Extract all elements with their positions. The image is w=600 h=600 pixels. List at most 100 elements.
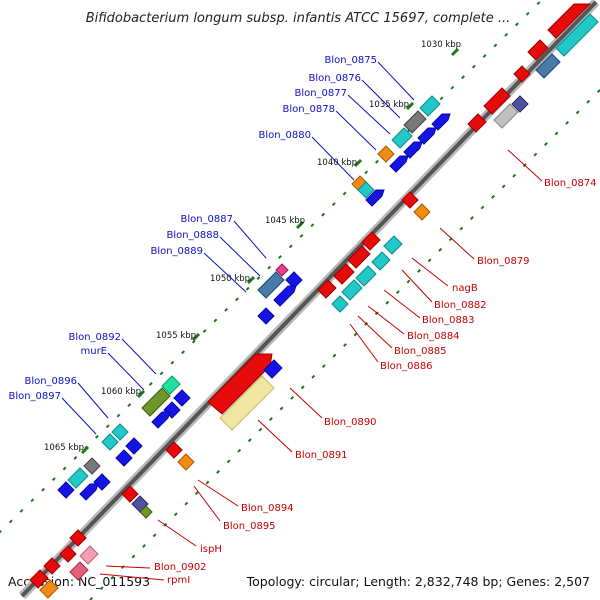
reverse-cds-arrow xyxy=(527,39,549,61)
rail-dot xyxy=(533,152,538,157)
rail-dot xyxy=(213,318,218,323)
rail-dot xyxy=(269,417,273,421)
reverse-cds-arrow xyxy=(207,353,273,415)
rail-dot xyxy=(331,202,336,207)
rail-dot xyxy=(237,448,242,453)
reverse-cds-arrow xyxy=(347,245,371,269)
gene-label-Blon_0896: Blon_0896 xyxy=(24,376,77,387)
kbp-label: 1045 kbp xyxy=(265,216,305,226)
pale-yellow-feature xyxy=(219,375,275,431)
leader-line xyxy=(105,565,151,569)
gray-feature xyxy=(493,103,519,129)
forward-cds-arrow xyxy=(389,155,409,173)
leader-line xyxy=(219,236,261,277)
kbp-label: 1065 kbp xyxy=(44,443,84,453)
rail-dot xyxy=(482,54,487,58)
rail-dot xyxy=(245,286,250,291)
gene-label-Blon_0885: Blon_0885 xyxy=(394,346,447,357)
rail-dot xyxy=(226,459,231,464)
rail-dot xyxy=(19,508,24,513)
rail-dot xyxy=(51,477,56,482)
gene-label-Blon_0879: Blon_0879 xyxy=(477,256,530,267)
reverse-cds-arrow xyxy=(467,113,487,133)
topology-text: Topology: circular; Length: 2,832,748 bp… xyxy=(246,574,590,589)
reverse-cds-arrow xyxy=(59,545,77,563)
pink-feature xyxy=(79,545,99,565)
rail-dot xyxy=(343,343,347,347)
pink-feature xyxy=(69,561,89,581)
kbp-label: 1035 kbp xyxy=(369,100,409,110)
reverse-cds-arrow xyxy=(29,569,49,589)
gene-label-Blon_0875: Blon_0875 xyxy=(324,55,377,66)
gene-label-Blon_0895: Blon_0895 xyxy=(223,521,276,532)
rail-dot xyxy=(258,427,263,432)
rail-dot xyxy=(99,586,104,591)
rail-dot xyxy=(375,159,379,164)
gene-label-Blon_0884: Blon_0884 xyxy=(407,331,460,342)
orange-feature xyxy=(377,145,395,163)
gray-feature xyxy=(403,110,427,134)
rail-dot xyxy=(95,434,99,439)
reverse-cds-arrow xyxy=(401,191,419,209)
forward-cds-arrow xyxy=(57,481,75,499)
rail-dot xyxy=(450,85,455,90)
gene-label-Blon_0877: Blon_0877 xyxy=(294,88,347,99)
rail-dot xyxy=(438,247,443,252)
rail-dot xyxy=(279,406,284,411)
cyan-feature xyxy=(371,251,391,271)
rail-dot xyxy=(224,307,229,312)
rail-dot xyxy=(395,290,400,295)
cyan-feature xyxy=(67,467,89,489)
rail-dot xyxy=(62,466,67,471)
rail-dot xyxy=(504,32,509,37)
rail-dot xyxy=(332,353,337,358)
kbp-tick xyxy=(450,47,460,57)
rail-dot xyxy=(554,131,559,136)
forward-cds-arrow xyxy=(93,473,111,491)
forward-cds-arrow xyxy=(285,271,303,289)
gene-label-Blon_0880: Blon_0880 xyxy=(258,130,311,141)
magenta-feature xyxy=(275,263,289,277)
reverse-cds-arrow xyxy=(547,3,592,39)
green-feature xyxy=(161,375,181,395)
leader-line xyxy=(383,289,421,319)
rail-dot xyxy=(515,22,519,27)
rail-dot xyxy=(8,519,13,524)
gene-label-Blon_0892: Blon_0892 xyxy=(68,332,121,343)
gene-label-Blon_0887: Blon_0887 xyxy=(180,214,233,225)
forward-cds-arrow xyxy=(151,411,171,429)
rail-dot xyxy=(439,96,444,101)
olive-feature xyxy=(139,505,153,519)
rail-dot xyxy=(247,438,252,443)
reverse-cds-arrow xyxy=(317,279,337,299)
leader-line xyxy=(197,479,239,507)
rail-dot xyxy=(159,371,164,376)
reverse-cds-arrow xyxy=(69,529,87,547)
purple-feature xyxy=(511,95,529,113)
rail-dot xyxy=(148,382,153,386)
reverse-cds-arrow xyxy=(513,65,531,83)
gene-label-Blon_0902: Blon_0902 xyxy=(154,562,207,573)
rail-dot xyxy=(184,501,189,506)
gene-label-murE: murE xyxy=(80,346,107,357)
rail-dot xyxy=(173,512,178,517)
leader-line xyxy=(335,110,377,151)
forward-strand-features xyxy=(57,95,451,501)
reverse-gene-labels: Blon_0874 Blon_0879 nagB Blon_0882 Blon_… xyxy=(99,149,597,586)
rail-dot xyxy=(142,544,146,548)
cyan-feature xyxy=(111,423,129,441)
kbp-label: 1050 kbp xyxy=(210,274,250,284)
kbp-label: 1060 kbp xyxy=(101,387,141,397)
rail-dot xyxy=(353,332,358,337)
rail-dot xyxy=(205,480,210,485)
rail-dot xyxy=(565,120,570,125)
orange-feature xyxy=(177,453,195,471)
rail-dot xyxy=(41,487,45,492)
leader-line xyxy=(233,220,267,259)
gene-label-Blon_0890: Blon_0890 xyxy=(324,417,377,428)
leader-line xyxy=(367,305,405,335)
leader-line xyxy=(349,323,379,363)
gene-label-Blon_0883: Blon_0883 xyxy=(422,315,475,326)
cyan-feature xyxy=(101,433,119,451)
reverse-cds-arrow xyxy=(483,87,511,115)
